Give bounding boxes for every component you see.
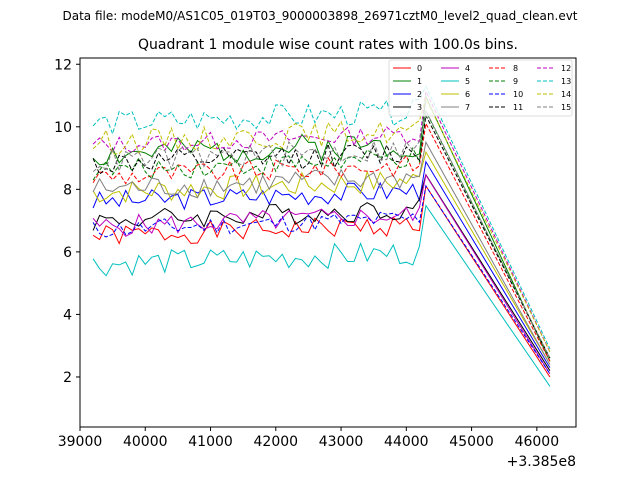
legend-label-6: 6 (465, 90, 470, 99)
series-line-1 (92, 95, 551, 362)
legend-label-5: 5 (465, 77, 470, 86)
y-tick-label: 10 (54, 120, 72, 136)
series-line-12 (92, 89, 551, 353)
series-line-5 (92, 204, 551, 387)
legend-label-11: 11 (513, 103, 523, 112)
x-tick-label: 43000 (319, 434, 364, 450)
legend-label-14: 14 (561, 90, 571, 99)
legend-label-15: 15 (561, 103, 571, 112)
legend-label-10: 10 (513, 90, 523, 99)
legend-label-2: 2 (417, 90, 422, 99)
plot-frame (79, 57, 577, 428)
x-axis: 39000 40000 41000 42000 43000 44000 45000 46000 (58, 427, 559, 450)
legend-label-12: 12 (561, 64, 571, 73)
legend-label-0: 0 (417, 64, 422, 73)
series-line-10 (92, 184, 551, 375)
x-tick-label: 46000 (515, 434, 560, 450)
y-tick-label: 2 (63, 370, 72, 386)
series-line-7 (92, 140, 551, 365)
y-tick-label: 12 (54, 57, 72, 73)
legend-label-8: 8 (513, 64, 518, 73)
series-line-13 (92, 85, 551, 350)
series-line-0 (92, 184, 551, 378)
x-tick-label: 45000 (449, 434, 494, 450)
legend-box (388, 59, 573, 117)
y-tick-label: 6 (63, 245, 72, 261)
x-tick-label: 39000 (58, 434, 103, 450)
legend-label-7: 7 (465, 103, 470, 112)
series-line-11 (92, 113, 551, 359)
series-layer (92, 85, 551, 387)
series-line-4 (92, 173, 551, 375)
series-line-9 (92, 109, 551, 359)
series-line-6 (92, 150, 551, 365)
legend-label-9: 9 (513, 77, 518, 86)
series-line-15 (92, 109, 551, 359)
legend-label-13: 13 (561, 77, 571, 86)
y-tick-label: 4 (63, 307, 72, 323)
x-tick-label: 42000 (254, 434, 299, 450)
y-axis: 2 4 6 8 10 12 (54, 57, 80, 386)
legend-label-3: 3 (417, 103, 422, 112)
x-tick-label: 41000 (188, 434, 233, 450)
x-tick-label: 44000 (384, 434, 429, 450)
x-tick-label: 40000 (123, 434, 168, 450)
series-line-14 (92, 97, 551, 353)
x-offset-label: +3.385e8 (507, 454, 576, 470)
chart-title: Quadrant 1 module wise count rates with … (138, 37, 518, 53)
legend-label-1: 1 (417, 77, 422, 86)
y-tick-label: 8 (63, 182, 72, 198)
series-line-2 (92, 160, 551, 368)
chart-suptitle: Data file: modeM0/AS1C05_019T03_90000038… (62, 9, 577, 23)
series-line-3 (92, 173, 551, 371)
legend-label-4: 4 (465, 64, 470, 73)
